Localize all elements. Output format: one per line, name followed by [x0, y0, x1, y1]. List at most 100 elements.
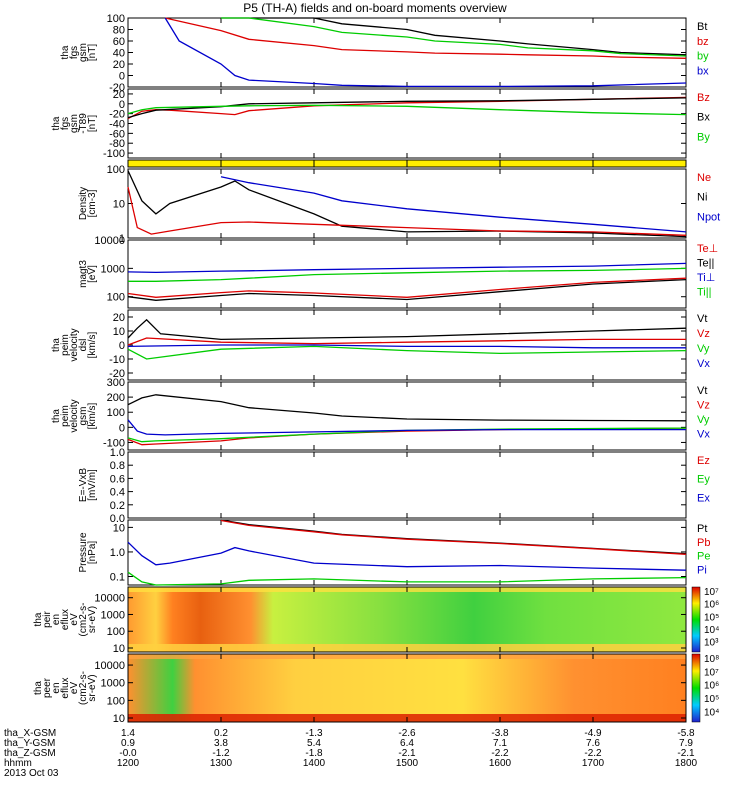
y-tick-label: 100 [107, 695, 125, 707]
y-tick-label: 10 [113, 713, 125, 725]
legend-item: Ti|| [697, 287, 711, 299]
series-Vx [127, 344, 686, 349]
panel-7: 1.00.80.6 0.40.20.0 E=-VxB[mV/m] Ez Ey Ex [78, 447, 710, 525]
series-Ne [127, 186, 687, 236]
y-tick-label: 100 [107, 626, 125, 638]
legend-item: Vx [697, 358, 710, 370]
y-label-line: eflux [60, 609, 71, 630]
footer-value: -0.0 [119, 748, 137, 759]
footer-value: -2.1 [398, 748, 416, 759]
series-Vx [127, 419, 686, 436]
legend-item: Bx [697, 112, 710, 124]
series-Pt [220, 519, 687, 555]
y-tick-label: -80 [109, 138, 125, 150]
y-tick-label: 10 [113, 199, 125, 211]
footer-value: 7.6 [586, 738, 600, 749]
footer-row-label: tha_X-GSM [4, 728, 56, 739]
footer-value: 6.4 [400, 738, 414, 749]
legend-item: Te|| [697, 258, 714, 270]
footer-value: 1300 [210, 758, 233, 769]
y-tick-label: -40 [109, 119, 125, 131]
colorbar-tick-label: 10⁷ [704, 667, 719, 678]
series-Vt [127, 394, 687, 422]
footer-row-label: hhmm [4, 758, 32, 769]
y-label-line: [eV] [87, 265, 98, 283]
footer-value: -1.8 [305, 748, 323, 759]
footer-value: 1800 [675, 758, 698, 769]
legend-item: Vx [697, 429, 710, 441]
series-Vz [127, 337, 686, 346]
series-Pe [127, 571, 687, 586]
legend-item: bz [697, 36, 709, 48]
footer-value: -3.8 [491, 728, 509, 739]
y-tick-label: 0 [119, 422, 125, 434]
y-label-line: [nT] [87, 115, 98, 132]
y-tick-label: 40 [113, 48, 125, 60]
heatmap-body [128, 654, 686, 722]
y-label-line: gsm [78, 43, 89, 62]
panel-2 [127, 159, 687, 168]
legend-item: Npot [697, 211, 720, 223]
y-tick-label: 10 [113, 643, 125, 655]
y-label-line: peir [42, 610, 53, 627]
y-label-line: magt3 [78, 260, 89, 288]
footer-value: 0.9 [121, 738, 135, 749]
y-tick-label: 0 [119, 71, 125, 83]
y-label-line: peer [42, 677, 53, 698]
legend-item: Ey [697, 474, 710, 486]
y-label-line: (cm2-s- [78, 671, 89, 705]
colorbar-tick-label: 10⁴ [704, 707, 719, 718]
footer-value: -2.6 [398, 728, 416, 739]
y-label-line: tha [51, 409, 62, 423]
panel-frame [127, 451, 687, 519]
series-Vy [127, 345, 687, 360]
footer-value: -2.2 [584, 748, 602, 759]
y-label-line: tha [33, 681, 44, 695]
legend-item: Vz [697, 400, 710, 412]
y-tick-label: -10 [109, 354, 125, 366]
series-Ti|| [128, 267, 687, 282]
colorbar-tick-label: 10⁵ [704, 694, 719, 705]
colorbar-tick-label: 10⁵ [704, 612, 719, 623]
y-label-line: [km/s] [87, 331, 98, 358]
y-tick-label: -100 [103, 437, 125, 449]
y-tick-label: 200 [107, 392, 125, 404]
y-label-line: [mV/m] [87, 469, 98, 501]
footer-value: 0.2 [214, 728, 228, 739]
footer-value: 3.8 [214, 738, 228, 749]
y-tick-label: 20 [113, 89, 125, 101]
legend-item: Ex [697, 492, 710, 504]
y-tick-label: -60 [109, 128, 125, 140]
colorbar-tick-label: 10⁴ [704, 625, 719, 636]
y-label-line: fgs [69, 46, 80, 59]
y-tick-label: 0.1 [110, 571, 125, 583]
colorbar [691, 586, 701, 653]
y-label-line: eV [69, 613, 80, 626]
series-Ti⊥ [127, 262, 687, 274]
y-label-line: tha [60, 45, 71, 59]
legend-item: bx [697, 65, 709, 77]
y-tick-label: 1.0 [110, 547, 125, 559]
colorbar-tick-label: 10⁸ [704, 654, 719, 665]
y-label-line: (cm2-s- [78, 603, 89, 637]
chart-title: P5 (TH-A) fields and on-board moments ov… [243, 1, 507, 15]
series-Ni [127, 170, 687, 238]
y-label-line: [nPa] [87, 541, 98, 565]
y-tick-label: -100 [103, 148, 125, 160]
footer-value: -2.1 [677, 748, 695, 759]
y-tick-label: 10 [113, 522, 125, 534]
legend-item: Vy [697, 343, 710, 355]
footer-row-label: tha_Z-GSM [4, 748, 56, 759]
legend-item: Pb [697, 537, 710, 549]
y-label-line: [cm-3] [87, 189, 98, 217]
footer-value: -1.3 [305, 728, 323, 739]
footer-date: 2013 Oct 03 [4, 768, 59, 779]
series-Bz [127, 96, 687, 120]
colorbar [691, 653, 701, 723]
